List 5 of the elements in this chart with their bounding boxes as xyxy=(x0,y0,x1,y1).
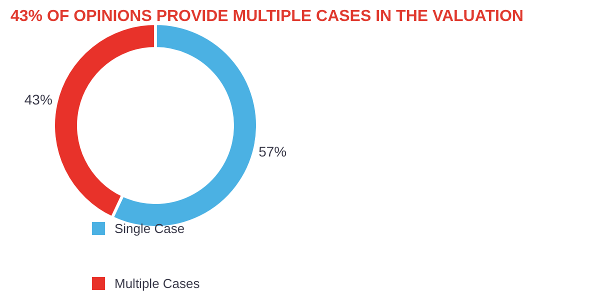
chart-title: 43% OF OPINIONS PROVIDE MULTIPLE CASES IN THE VALUATION xyxy=(10,8,524,25)
legend-label: Multiple Cases xyxy=(114,276,200,291)
legend-label: Single Case xyxy=(114,221,185,236)
data-label: 57% xyxy=(258,144,287,160)
data-label: 43% xyxy=(24,91,52,108)
